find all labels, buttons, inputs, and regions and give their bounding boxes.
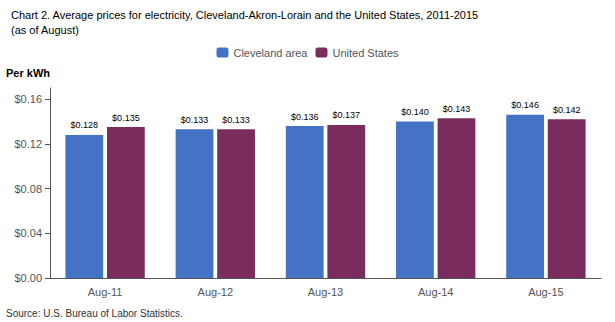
- svg-text:Cleveland area: Cleveland area: [233, 47, 308, 59]
- svg-text:United States: United States: [332, 47, 399, 59]
- svg-text:$0.133: $0.133: [181, 115, 209, 125]
- svg-text:$0.16: $0.16: [14, 93, 42, 105]
- svg-text:Per kWh: Per kWh: [6, 67, 50, 79]
- svg-text:Aug-14: Aug-14: [418, 286, 453, 298]
- svg-text:$0.140: $0.140: [401, 107, 429, 117]
- svg-text:$0.128: $0.128: [71, 120, 99, 130]
- svg-text:$0.136: $0.136: [291, 112, 319, 122]
- svg-text:Chart 2. Average prices for el: Chart 2. Average prices for electricity,…: [11, 9, 478, 21]
- svg-text:$0.08: $0.08: [14, 183, 42, 195]
- svg-text:$0.133: $0.133: [222, 115, 250, 125]
- svg-text:$0.00: $0.00: [14, 272, 42, 284]
- svg-text:$0.137: $0.137: [333, 110, 361, 120]
- svg-text:Aug-15: Aug-15: [528, 286, 563, 298]
- svg-text:(as of August): (as of August): [11, 24, 79, 36]
- svg-text:$0.146: $0.146: [511, 100, 539, 110]
- svg-text:$0.143: $0.143: [443, 104, 471, 114]
- svg-text:Aug-11: Aug-11: [88, 286, 123, 298]
- svg-text:$0.12: $0.12: [14, 138, 42, 150]
- svg-text:$0.135: $0.135: [112, 113, 140, 123]
- svg-text:Aug-12: Aug-12: [198, 286, 233, 298]
- svg-text:Aug-13: Aug-13: [308, 286, 343, 298]
- svg-text:Source: U.S. Bureau of Labor S: Source: U.S. Bureau of Labor Statistics.: [6, 308, 183, 319]
- svg-text:$0.04: $0.04: [14, 227, 42, 239]
- svg-text:$0.142: $0.142: [553, 105, 581, 115]
